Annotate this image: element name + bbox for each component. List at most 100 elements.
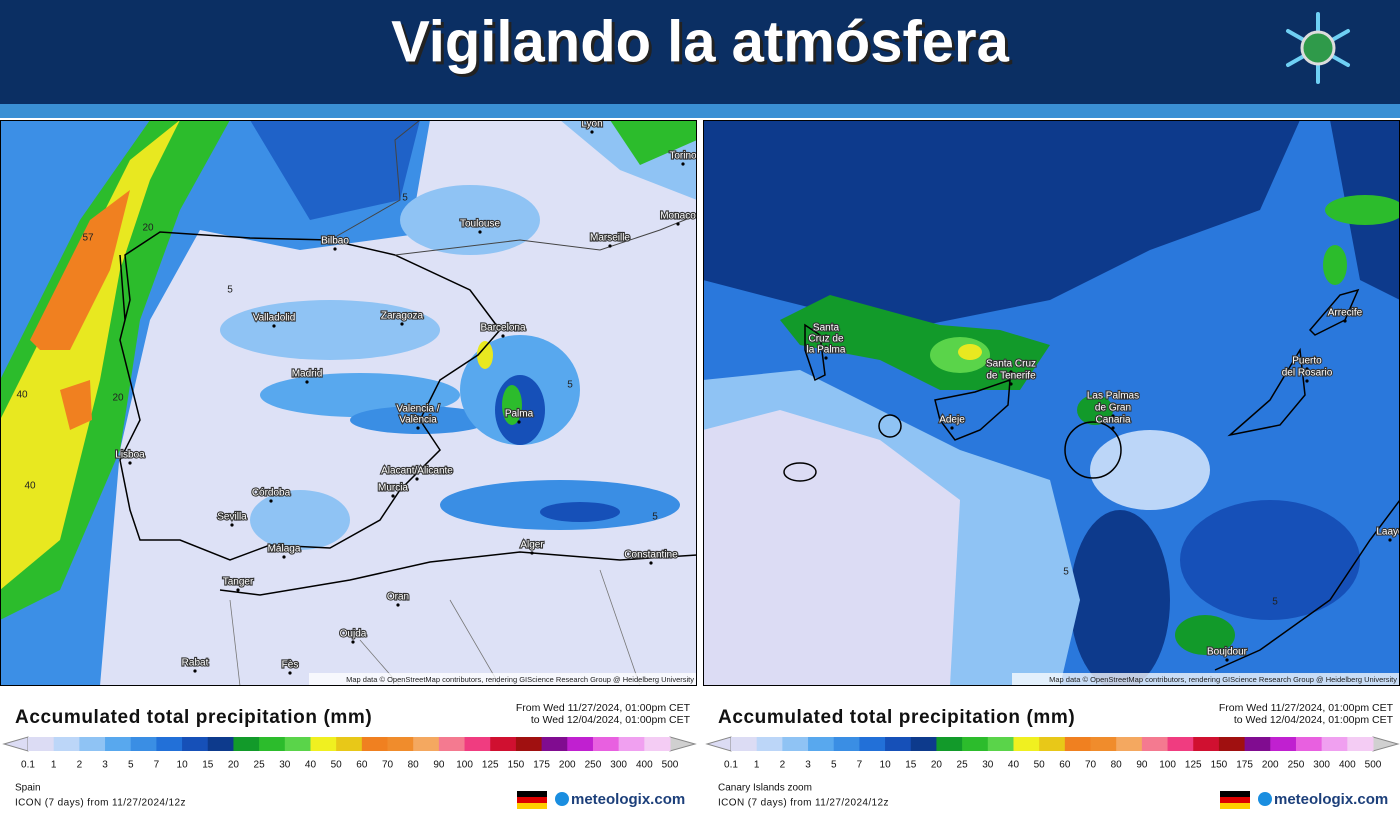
city-label: Arrecife	[1328, 308, 1363, 319]
city-dot	[128, 461, 132, 465]
legend-title: Accumulated total precipitation (mm)	[15, 707, 372, 728]
city-label: Lisboa	[115, 450, 145, 461]
city-dot	[272, 324, 276, 328]
scale-cell	[156, 737, 183, 751]
city-dot	[1009, 382, 1013, 386]
scale-tick-label: 3	[805, 760, 811, 771]
city-dot	[333, 247, 337, 251]
scale-cell	[28, 737, 55, 751]
city-dot	[396, 603, 400, 607]
city-label: Zaragoza	[381, 311, 424, 322]
city-dot	[391, 494, 395, 498]
scale-cell	[182, 737, 209, 751]
brand-icon	[1258, 792, 1272, 806]
scale-tick-label: 50	[1034, 760, 1046, 771]
scale-tick-label: 1	[51, 760, 57, 771]
region: Spain	[15, 783, 41, 794]
scale-tick-label: 10	[880, 760, 892, 771]
city-label: Santa Cruz	[986, 359, 1036, 370]
scale-tick-label: 30	[982, 760, 994, 771]
model: ICON (7 days) from 11/27/2024/12z	[718, 798, 889, 809]
contour-label: 57	[82, 233, 94, 244]
scale-tick-label: 5	[128, 760, 134, 771]
city-label: Madrid	[292, 369, 323, 380]
city-label: Córdoba	[252, 488, 291, 499]
flag-red	[517, 797, 547, 803]
city-label: Torino	[669, 151, 697, 162]
scale-cell	[387, 737, 414, 751]
scale-cell	[910, 737, 937, 751]
scale-tick-label: 90	[433, 760, 445, 771]
city-label: Toulouse	[460, 219, 500, 230]
scale-tick-label: 175	[1236, 760, 1253, 771]
contour-label: 40	[16, 390, 28, 401]
scale-cell	[361, 737, 389, 751]
scale-cell	[1167, 737, 1194, 751]
scale-tick-label: 15	[905, 760, 917, 771]
scale-cell	[1295, 737, 1323, 751]
logo-icon	[1286, 12, 1350, 84]
scale-tick-label: 15	[202, 760, 214, 771]
scale-cell	[336, 737, 363, 751]
scale-cell	[618, 737, 645, 751]
legend-to: to Wed 12/04/2024, 01:00pm CET	[531, 714, 691, 726]
contour-label: 5	[1063, 567, 1069, 578]
city-dot	[824, 334, 828, 338]
city-label: Oran	[387, 592, 409, 603]
scale-tick-label: 3	[102, 760, 108, 771]
scale-tick-label: 2	[77, 760, 83, 771]
city-label: València	[399, 415, 437, 426]
flag-black	[517, 791, 547, 797]
scale-tick-label: 400	[1339, 760, 1356, 771]
city-dot	[676, 222, 680, 226]
scale-cell	[808, 737, 835, 751]
contour-label: 20	[112, 393, 124, 404]
city-dot	[590, 130, 594, 134]
city-dot	[824, 345, 828, 349]
city-label: Alacant/Alicante	[381, 466, 453, 477]
city-dot	[608, 244, 612, 248]
city-label: Rabat	[182, 658, 209, 669]
header-stripe	[0, 104, 1400, 118]
city-label: del Rosario	[1282, 368, 1333, 379]
city-dot	[1111, 402, 1115, 406]
scale-tick-label: 400	[636, 760, 653, 771]
scale-cell	[1270, 737, 1297, 751]
scale-cell	[490, 737, 517, 751]
scale-cell	[1013, 737, 1040, 751]
scale-tick-label: 150	[508, 760, 525, 771]
scale-tick-label: 70	[382, 760, 394, 771]
contour-label: 5	[227, 285, 233, 296]
scale-cell	[541, 737, 568, 751]
scale-tick-label: 7	[154, 760, 160, 771]
city-dot	[1305, 367, 1309, 371]
scale-tick-label: 250	[585, 760, 602, 771]
scale-cell	[1141, 737, 1169, 751]
scale-cell	[438, 737, 466, 751]
scale-tick-label: 10	[177, 760, 189, 771]
city-label: Oujda	[340, 629, 367, 640]
contour-label: 5	[1272, 597, 1278, 608]
scale-cell	[130, 737, 157, 751]
scale-cell	[207, 737, 234, 751]
scale-cell	[782, 737, 809, 751]
scale-tick-label: 25	[957, 760, 969, 771]
city-label: Málaga	[268, 544, 301, 555]
scale-tick-label: 40	[305, 760, 317, 771]
brand: meteologix.com	[1274, 791, 1388, 808]
scale-cell	[756, 737, 783, 751]
contour-label: 5	[567, 380, 573, 391]
scale-cell	[79, 737, 106, 751]
scale-cell	[731, 737, 758, 751]
city-dot	[1111, 426, 1115, 430]
city-dot	[236, 588, 240, 592]
scale-cell	[1321, 737, 1348, 751]
scale-tick-label: 70	[1085, 760, 1097, 771]
scale-tick-label: 5	[831, 760, 837, 771]
city-dot	[269, 499, 273, 503]
city-label: la Palma	[807, 345, 846, 356]
city-label: Boujdour	[1207, 647, 1248, 658]
city-label: Tanger	[223, 577, 254, 588]
legend-to: to Wed 12/04/2024, 01:00pm CET	[1234, 714, 1394, 726]
